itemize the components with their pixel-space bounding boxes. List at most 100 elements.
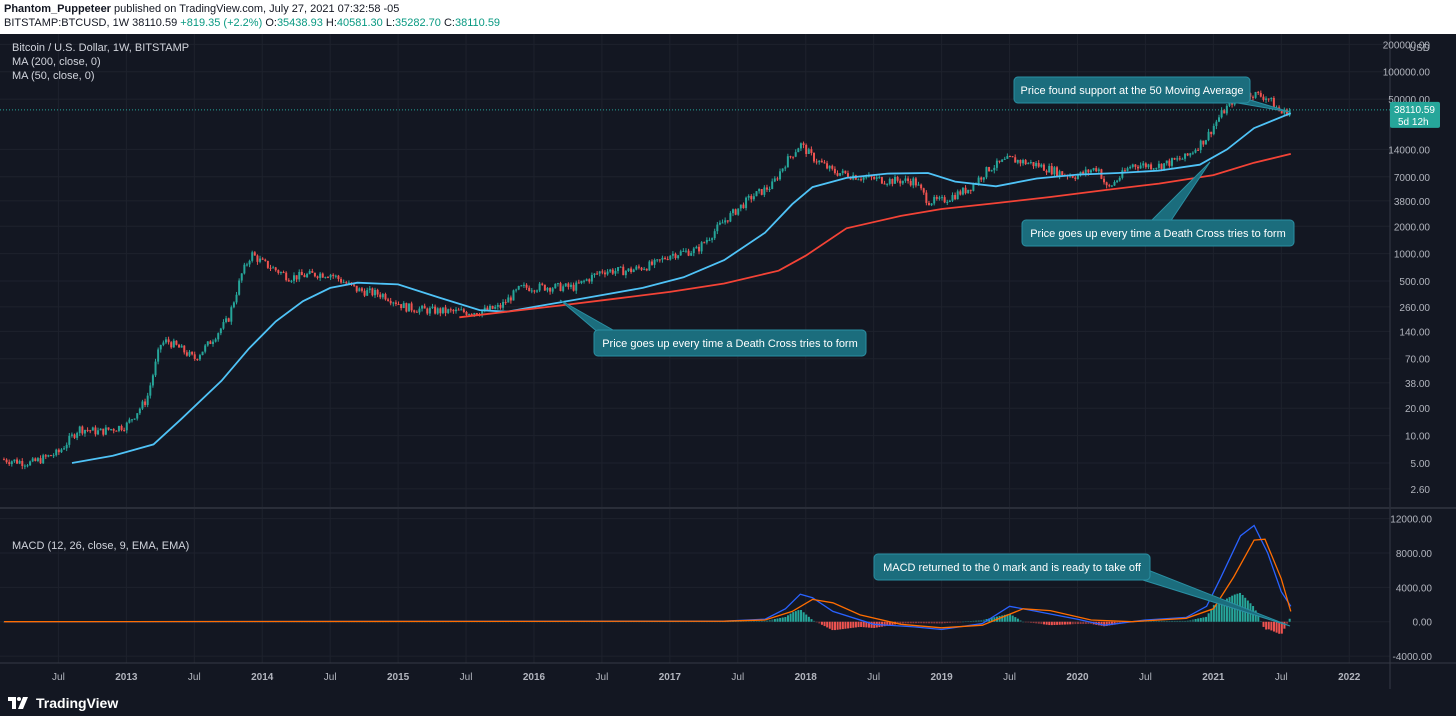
candle-body: [209, 341, 212, 345]
candle-body: [266, 260, 269, 268]
candle-body: [112, 429, 115, 431]
candle-body: [1087, 169, 1090, 173]
candle-body: [319, 273, 322, 278]
last-price: 38110.59: [132, 17, 178, 29]
chart-area[interactable]: 200000.00 100000.00 50000.00 14000.00 7000.0…: [0, 34, 1456, 689]
candle-body: [178, 344, 181, 348]
last-price-value: 38110.59: [1394, 105, 1435, 116]
time-tick-label: 2013: [115, 672, 138, 683]
candle-body: [452, 309, 455, 312]
candle-body: [703, 242, 706, 244]
macd-histogram-bar: [784, 617, 787, 622]
ma50-line: [71, 112, 1292, 464]
candle-body: [78, 426, 81, 433]
macd-histogram-bar: [1024, 621, 1027, 623]
macd-histogram-bar: [1003, 614, 1006, 622]
macd-histogram-bar: [1160, 620, 1163, 622]
candle-body: [598, 271, 601, 274]
callout-text: Price goes up every time a Death Cross t…: [1030, 228, 1286, 240]
candle-body: [120, 425, 123, 430]
candle-body: [465, 312, 468, 315]
candle-body: [776, 178, 779, 180]
macd-axis[interactable]: 12000.00 8000.00 4000.00 0.00 -4000.00: [1390, 515, 1432, 664]
candle-body: [1220, 110, 1223, 118]
macd-legend[interactable]: MACD (12, 26, close, 9, EMA, EMA): [12, 540, 190, 552]
candle-body: [1270, 97, 1273, 99]
candle-body: [23, 465, 26, 467]
candle-body: [164, 339, 167, 343]
macd-histogram-bar: [917, 621, 920, 624]
candle-body: [959, 191, 962, 195]
candle-body: [771, 181, 774, 189]
candle-body: [136, 413, 139, 419]
macd-histogram-bar: [1184, 620, 1187, 622]
macd-histogram-bar: [993, 617, 996, 622]
candle-body: [1037, 163, 1040, 167]
macd-histogram-bar: [948, 621, 951, 623]
candle-body: [721, 222, 724, 224]
tradingview-logo[interactable]: TradingView: [8, 695, 118, 711]
macd-histogram-bar: [982, 619, 985, 622]
ma50-legend[interactable]: MA (50, close, 0): [12, 70, 95, 82]
candle-body: [920, 184, 923, 189]
macd-histogram-bar: [1048, 621, 1051, 626]
candle-body: [820, 160, 823, 163]
price-tick-label: 70.00: [1405, 355, 1430, 366]
candle-body: [496, 304, 499, 307]
candle-body: [839, 173, 842, 176]
candle-body: [755, 191, 758, 197]
candle-body: [1272, 97, 1275, 108]
macd-histogram-bar: [925, 621, 928, 624]
candle-body: [1118, 177, 1121, 181]
candle-body: [232, 302, 235, 308]
candle-body: [473, 313, 476, 315]
macd-histogram-bar: [946, 621, 949, 623]
candle-body: [1265, 98, 1268, 100]
candle-body: [650, 261, 653, 265]
candle-body: [447, 309, 450, 313]
time-tick-label: Jul: [1003, 672, 1016, 683]
macd-histogram-bar: [977, 620, 980, 622]
candle-body: [60, 449, 63, 453]
macd-histogram-bar: [753, 621, 756, 622]
price-axis[interactable]: 200000.00 100000.00 50000.00 14000.00 7000.0…: [1383, 40, 1431, 495]
candle-body: [564, 283, 567, 287]
time-tick-label: Jul: [1275, 672, 1288, 683]
candle-body: [1155, 167, 1158, 169]
chart-svg[interactable]: 200000.00 100000.00 50000.00 14000.00 7000.0…: [0, 34, 1456, 689]
candle-body: [917, 184, 920, 186]
candle-body: [802, 143, 805, 145]
candle-body: [1040, 164, 1043, 167]
candle-body: [159, 344, 162, 350]
macd-histogram-bar: [964, 621, 967, 623]
candle-body: [1121, 170, 1124, 178]
macd-histogram: [3, 592, 1291, 634]
candle-body: [1165, 160, 1168, 164]
author-name[interactable]: Phantom_Puppeteer: [4, 3, 111, 15]
ma200-legend[interactable]: MA (200, close, 0): [12, 56, 101, 68]
candle-body: [311, 271, 314, 273]
macd-histogram-bar: [886, 621, 889, 626]
macd-histogram-bar: [865, 621, 868, 628]
candle-body: [329, 274, 332, 278]
candle-body: [1202, 140, 1205, 145]
macd-histogram-bar: [1171, 620, 1174, 622]
candle-body: [39, 458, 42, 464]
candle-body: [353, 284, 356, 286]
candle-body: [298, 271, 301, 280]
candle-body: [737, 208, 740, 215]
macd-histogram-bar: [1265, 621, 1268, 630]
candle-body: [175, 340, 178, 345]
macd-histogram-bar: [1016, 618, 1019, 622]
candle-body: [342, 282, 345, 284]
time-axis[interactable]: Jul 2013 Jul 2014 Jul 2015 Jul 2016 Jul 2017 Jul 20…: [52, 672, 1361, 683]
macd-histogram-bar: [1084, 621, 1087, 624]
macd-histogram-bar: [1262, 621, 1265, 627]
macd-histogram-bar: [724, 621, 727, 623]
candle-body: [366, 290, 369, 296]
macd-histogram-bar: [813, 620, 816, 622]
candle-body: [201, 351, 204, 356]
candle-body: [671, 253, 674, 256]
macd-histogram-bar: [828, 621, 831, 629]
candle-body: [1212, 125, 1215, 135]
